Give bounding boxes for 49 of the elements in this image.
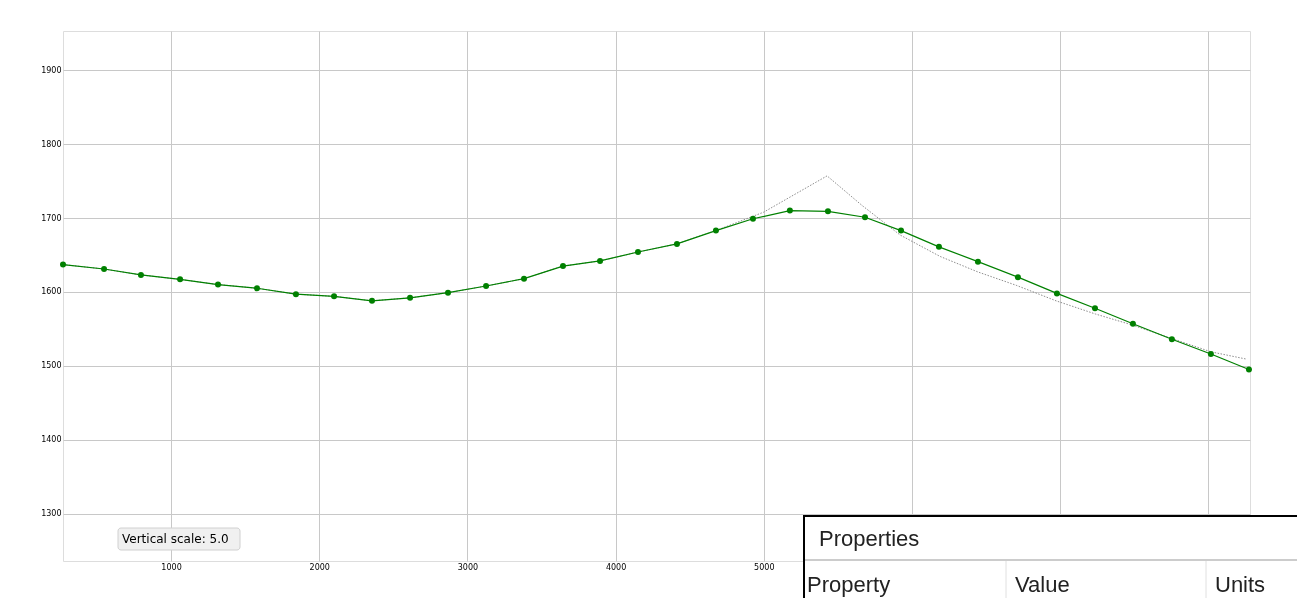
point xyxy=(445,289,451,296)
y-tick-label: 1600 xyxy=(41,287,62,297)
annotation: Properties xyxy=(819,526,920,551)
point xyxy=(749,215,756,222)
point xyxy=(368,297,375,304)
point xyxy=(292,291,299,298)
point xyxy=(483,283,490,290)
x-tick-label: 1000 xyxy=(161,562,182,572)
point xyxy=(1168,336,1175,343)
point xyxy=(331,293,338,300)
point xyxy=(898,227,905,234)
point xyxy=(862,214,868,221)
point xyxy=(1245,366,1252,373)
point xyxy=(786,207,793,214)
point xyxy=(521,275,528,282)
point xyxy=(1091,305,1098,312)
point xyxy=(177,276,184,283)
y-tick-label: 1500 xyxy=(41,361,62,371)
annotation: Vertical scale: 5.0 xyxy=(122,532,229,546)
point xyxy=(1053,290,1060,297)
y-tick-label: 1400 xyxy=(41,435,62,445)
text: Value xyxy=(1015,572,1070,597)
y-tick-label: 1700 xyxy=(41,213,62,223)
x-tick-label: 3000 xyxy=(457,562,479,572)
point xyxy=(712,227,719,234)
point xyxy=(137,271,144,278)
text: Property xyxy=(807,572,891,597)
x-tick-label: 4000 xyxy=(605,562,627,572)
point xyxy=(101,266,108,273)
point xyxy=(559,263,566,270)
y-tick-label: 1800 xyxy=(41,139,62,149)
point xyxy=(935,243,942,250)
point xyxy=(407,294,414,301)
y-tick-label: 1300 xyxy=(41,509,62,519)
y-tick-label: 1900 xyxy=(41,65,62,75)
point xyxy=(634,249,641,256)
x-tick-label: 2000 xyxy=(309,562,330,572)
point xyxy=(974,258,981,265)
point xyxy=(253,285,260,292)
point xyxy=(597,257,604,264)
point xyxy=(673,240,680,247)
point xyxy=(1207,351,1214,358)
point xyxy=(1014,274,1021,281)
text: Units xyxy=(1215,572,1266,597)
x-tick-label: 5000 xyxy=(754,562,775,572)
point xyxy=(215,281,222,288)
point xyxy=(824,208,831,215)
point xyxy=(60,261,66,268)
point xyxy=(1129,320,1136,327)
